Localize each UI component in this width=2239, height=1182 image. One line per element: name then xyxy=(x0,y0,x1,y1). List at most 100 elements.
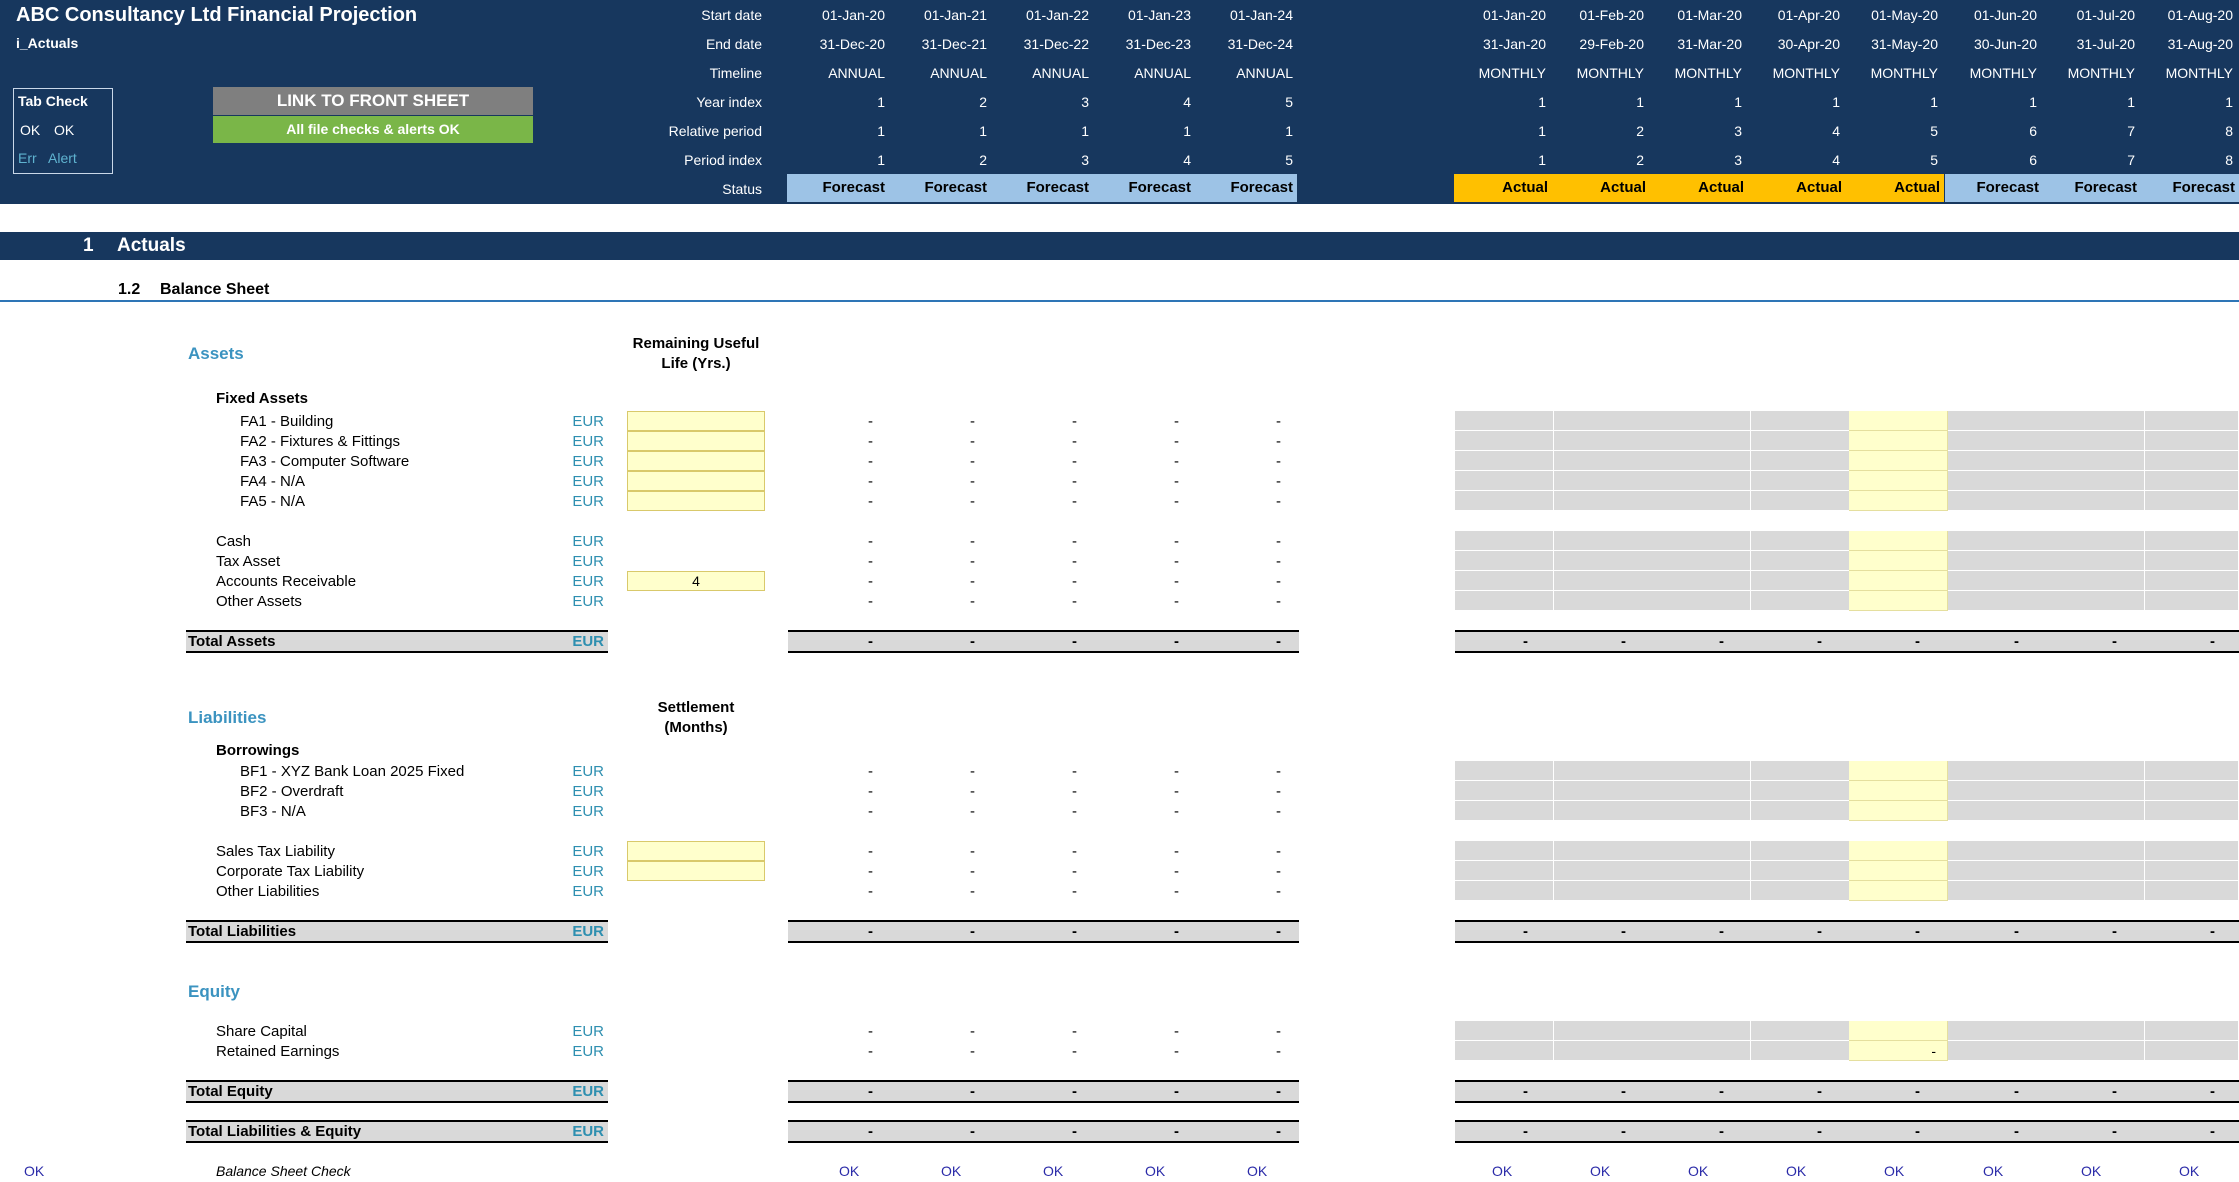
monthly-input-cell[interactable] xyxy=(2046,781,2145,801)
file-checks-status-button[interactable]: All file checks & alerts OK xyxy=(213,116,533,143)
monthly-input-cell[interactable] xyxy=(1849,491,1948,511)
monthly-input-cell[interactable] xyxy=(1652,431,1751,451)
monthly-input-cell[interactable] xyxy=(1948,801,2047,821)
monthly-input-cell[interactable] xyxy=(1751,801,1850,821)
monthly-input-cell[interactable] xyxy=(2046,471,2145,491)
monthly-input-cell[interactable] xyxy=(1849,591,1948,611)
monthly-input-cell[interactable] xyxy=(1455,781,1554,801)
monthly-input-cell[interactable] xyxy=(2046,1041,2145,1061)
monthly-input-cell[interactable] xyxy=(1948,861,2047,881)
monthly-input-cell[interactable] xyxy=(2046,531,2145,551)
input-cell[interactable]: 4 xyxy=(627,571,765,591)
monthly-input-cell[interactable] xyxy=(1849,801,1948,821)
monthly-input-cell[interactable] xyxy=(1554,861,1653,881)
monthly-input-cell[interactable] xyxy=(2145,1041,2239,1061)
monthly-input-cell[interactable] xyxy=(1652,1021,1751,1041)
monthly-input-cell[interactable] xyxy=(1455,861,1554,881)
monthly-input-cell[interactable] xyxy=(2145,841,2239,861)
monthly-input-cell[interactable] xyxy=(1554,451,1653,471)
monthly-input-cell[interactable] xyxy=(1554,551,1653,571)
monthly-input-cell[interactable] xyxy=(1554,1021,1653,1041)
monthly-input-cell[interactable] xyxy=(1455,531,1554,551)
monthly-input-cell[interactable] xyxy=(1751,761,1850,781)
monthly-input-cell[interactable] xyxy=(1652,801,1751,821)
monthly-input-cell[interactable] xyxy=(1751,471,1850,491)
monthly-input-cell[interactable] xyxy=(1455,841,1554,861)
monthly-input-cell[interactable] xyxy=(1849,841,1948,861)
monthly-input-cell[interactable] xyxy=(1849,551,1948,571)
monthly-input-cell[interactable] xyxy=(1652,781,1751,801)
monthly-input-cell[interactable] xyxy=(1554,411,1653,431)
monthly-input-cell[interactable] xyxy=(1455,491,1554,511)
monthly-input-cell[interactable] xyxy=(1948,1021,2047,1041)
monthly-input-cell[interactable] xyxy=(2145,761,2239,781)
monthly-input-cell[interactable] xyxy=(1849,411,1948,431)
link-to-front-sheet-button[interactable]: LINK TO FRONT SHEET xyxy=(213,87,533,115)
monthly-input-cell[interactable] xyxy=(1948,591,2047,611)
monthly-input-cell[interactable] xyxy=(1948,531,2047,551)
monthly-input-cell[interactable] xyxy=(1455,1041,1554,1061)
monthly-input-cell[interactable] xyxy=(1554,591,1653,611)
monthly-input-cell[interactable] xyxy=(1652,491,1751,511)
monthly-input-cell[interactable] xyxy=(2145,781,2239,801)
input-cell[interactable] xyxy=(627,491,765,511)
monthly-input-cell[interactable] xyxy=(1554,801,1653,821)
monthly-input-cell[interactable] xyxy=(1948,781,2047,801)
monthly-input-cell[interactable] xyxy=(1849,881,1948,901)
monthly-input-cell[interactable] xyxy=(1652,1041,1751,1061)
monthly-input-cell[interactable] xyxy=(1948,841,2047,861)
monthly-input-cell[interactable] xyxy=(1554,841,1653,861)
monthly-input-cell[interactable] xyxy=(1948,881,2047,901)
monthly-input-cell[interactable] xyxy=(1751,1021,1850,1041)
monthly-input-cell[interactable] xyxy=(1849,451,1948,471)
monthly-input-cell[interactable] xyxy=(1554,471,1653,491)
monthly-input-cell[interactable] xyxy=(1849,571,1948,591)
monthly-input-cell[interactable] xyxy=(1455,761,1554,781)
monthly-input-cell[interactable] xyxy=(1751,551,1850,571)
monthly-input-cell[interactable] xyxy=(2145,591,2239,611)
monthly-input-cell[interactable] xyxy=(1948,471,2047,491)
monthly-input-cell[interactable] xyxy=(1849,1041,1948,1061)
monthly-input-cell[interactable] xyxy=(1455,881,1554,901)
monthly-input-cell[interactable] xyxy=(1652,591,1751,611)
monthly-input-cell[interactable] xyxy=(1849,1021,1948,1041)
monthly-input-cell[interactable] xyxy=(1455,451,1554,471)
monthly-input-cell[interactable] xyxy=(2046,571,2145,591)
monthly-input-cell[interactable] xyxy=(2046,451,2145,471)
monthly-input-cell[interactable] xyxy=(2145,1021,2239,1041)
monthly-input-cell[interactable] xyxy=(1652,761,1751,781)
input-cell[interactable] xyxy=(627,861,765,881)
monthly-input-cell[interactable] xyxy=(1751,571,1850,591)
monthly-input-cell[interactable] xyxy=(1751,411,1850,431)
monthly-input-cell[interactable] xyxy=(2145,861,2239,881)
monthly-input-cell[interactable] xyxy=(1849,781,1948,801)
monthly-input-cell[interactable] xyxy=(1652,551,1751,571)
monthly-input-cell[interactable] xyxy=(2046,431,2145,451)
monthly-input-cell[interactable] xyxy=(2046,761,2145,781)
monthly-input-cell[interactable] xyxy=(1554,571,1653,591)
input-cell[interactable] xyxy=(627,431,765,451)
monthly-input-cell[interactable] xyxy=(1455,1021,1554,1041)
monthly-input-cell[interactable] xyxy=(2046,841,2145,861)
monthly-input-cell[interactable] xyxy=(1751,1041,1850,1061)
monthly-input-cell[interactable] xyxy=(1554,881,1653,901)
monthly-input-cell[interactable] xyxy=(1751,491,1850,511)
monthly-input-cell[interactable] xyxy=(1948,431,2047,451)
monthly-input-cell[interactable] xyxy=(1554,531,1653,551)
monthly-input-cell[interactable] xyxy=(1751,781,1850,801)
monthly-input-cell[interactable] xyxy=(1652,571,1751,591)
monthly-input-cell[interactable] xyxy=(1948,491,2047,511)
monthly-input-cell[interactable] xyxy=(2145,471,2239,491)
monthly-input-cell[interactable] xyxy=(1455,571,1554,591)
monthly-input-cell[interactable] xyxy=(1948,411,2047,431)
monthly-input-cell[interactable] xyxy=(1455,431,1554,451)
monthly-input-cell[interactable] xyxy=(1751,861,1850,881)
monthly-input-cell[interactable] xyxy=(1751,531,1850,551)
monthly-input-cell[interactable] xyxy=(1455,471,1554,491)
monthly-input-cell[interactable] xyxy=(1849,531,1948,551)
input-cell[interactable] xyxy=(627,411,765,431)
monthly-input-cell[interactable] xyxy=(1849,861,1948,881)
monthly-input-cell[interactable] xyxy=(1849,471,1948,491)
monthly-input-cell[interactable] xyxy=(1948,571,2047,591)
monthly-input-cell[interactable] xyxy=(1554,491,1653,511)
